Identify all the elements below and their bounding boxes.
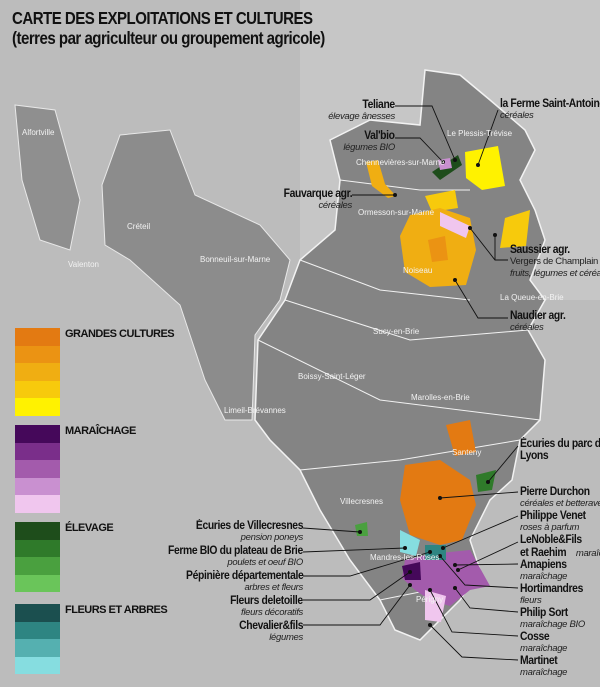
farm-label-valbio: Val'bio légumes BIO bbox=[343, 130, 395, 153]
title-line-2: (terres par agriculteur ou groupement ag… bbox=[12, 28, 325, 48]
farm-label-ferme-bio: Ferme BIO du plateau de Brie poulets et o… bbox=[168, 545, 303, 568]
farm-label-cosse: Cosse maraîchage bbox=[520, 631, 568, 654]
town-label: Santeny bbox=[452, 448, 482, 457]
farm-label-martinet: Martinet maraîchage bbox=[520, 655, 568, 678]
parcel-ferme-saint-antoine bbox=[465, 146, 505, 190]
legend-swatch bbox=[15, 522, 60, 540]
legend-swatch bbox=[15, 574, 60, 592]
legend-swatches-grandes-cultures bbox=[15, 328, 60, 416]
town-label: Marolles-en-Brie bbox=[411, 393, 470, 402]
town-label: Sucy-en-Brie bbox=[373, 327, 420, 336]
legend-swatch bbox=[15, 425, 60, 443]
parcel-pierre-durchon bbox=[400, 460, 476, 545]
farm-label-hortimandres: Hortimandres fleurs bbox=[520, 583, 583, 606]
farm-label-amapiens: Amapiens maraîchage bbox=[520, 559, 568, 582]
farm-label-philippe-venet: Philippe Venet roses à parfum bbox=[520, 510, 586, 533]
legend-swatch bbox=[15, 345, 60, 363]
farm-parcels bbox=[355, 146, 530, 622]
legend-swatch bbox=[15, 557, 60, 575]
legend-swatch bbox=[15, 380, 60, 398]
farm-label-saussier: Saussier agr. Vergers de Champlain fruits,… bbox=[510, 244, 600, 279]
leader-lines bbox=[302, 105, 519, 661]
area-alfortville bbox=[14, 104, 81, 251]
legend-swatches-fleurs-arbres bbox=[15, 604, 60, 674]
town-label: Mandres-les-Roses bbox=[370, 553, 440, 562]
legend-label-grandes-cultures: GRANDES CULTURES bbox=[65, 328, 175, 340]
farm-label-pepiniere: Pépinière départementale arbres et fleurs bbox=[185, 570, 304, 593]
parcel-naudier-dark bbox=[428, 236, 448, 262]
legend-label-fleurs-arbres: FLEURS ET ARBRES bbox=[65, 604, 168, 616]
town-label: Noiseau bbox=[403, 266, 433, 275]
farm-label-ferme-saint-antoine: la Ferme Saint-Antoine céréales bbox=[500, 98, 600, 121]
town-label: Chennevières-sur-Marne bbox=[356, 158, 445, 167]
farm-label-pierre-durchon: Pierre Durchon céréales et betteraves bbox=[520, 486, 600, 509]
area-creteil bbox=[101, 129, 291, 421]
legend-swatch bbox=[15, 495, 60, 513]
farm-label-ecuries-lyons: Écuries du parc desLyons bbox=[520, 438, 600, 462]
legend-label-maraichage: MARAÎCHAGE bbox=[65, 425, 136, 437]
legend-swatch bbox=[15, 639, 60, 657]
farm-label-fleurs-deletoille: Fleurs deletoille fleurs décoratifs bbox=[230, 595, 303, 618]
town-label: La Queue-en-Brie bbox=[500, 293, 564, 302]
town-label: Périgny bbox=[416, 595, 444, 604]
town-label: Villecresnes bbox=[340, 497, 383, 506]
legend-swatch bbox=[15, 656, 60, 674]
legend-swatch bbox=[15, 621, 60, 639]
legend-swatches-maraichage bbox=[15, 425, 60, 513]
legend-swatch bbox=[15, 363, 60, 381]
parcel-yellow-north bbox=[425, 190, 458, 212]
legend-swatch bbox=[15, 328, 60, 346]
map-title: CARTE DES EXPLOITATIONS ET CULTURES (ter… bbox=[12, 8, 325, 48]
legend-swatch bbox=[15, 398, 60, 416]
parcel-martinet bbox=[425, 590, 446, 622]
farm-label-chevalier: Chevalier&fils légumes bbox=[239, 620, 303, 643]
parcel-ecuries-lyons bbox=[476, 470, 496, 492]
town-label: Bonneuil-sur-Marne bbox=[200, 255, 271, 264]
town-label: Alfortville bbox=[22, 128, 55, 137]
title-line-1: CARTE DES EXPLOITATIONS ET CULTURES bbox=[12, 8, 313, 28]
town-label: Valenton bbox=[68, 260, 99, 269]
farm-label-ecuries-villecresnes: Écuries de Villecresnes pension poneys bbox=[195, 520, 304, 543]
location-dots bbox=[358, 158, 497, 627]
town-label: Limeil-Brévannes bbox=[224, 406, 286, 415]
town-label: Ormesson-sur-Marne bbox=[358, 208, 435, 217]
parcel-maraichage bbox=[402, 550, 490, 606]
town-label: Le Plessis-Trévise bbox=[447, 129, 513, 138]
farm-label-naudier: Naudier agr. céréales bbox=[510, 310, 566, 333]
parcel-saussier bbox=[440, 212, 470, 238]
legend-swatches-elevage bbox=[15, 522, 60, 592]
legend-label-elevage: ÉLEVAGE bbox=[65, 522, 114, 534]
farm-label-philip-sort: Philip Sort maraîchage BIO bbox=[520, 607, 585, 630]
legend-swatch bbox=[15, 460, 60, 478]
parcel-fauvarque bbox=[366, 160, 396, 198]
commune-borders bbox=[257, 179, 541, 601]
legend-swatch bbox=[15, 539, 60, 557]
legend-swatch bbox=[15, 442, 60, 460]
parcel-yellow-east bbox=[500, 210, 530, 248]
parcel-santeny bbox=[446, 420, 476, 456]
farm-label-fauvarque: Fauvarque agr. céréales bbox=[283, 188, 352, 211]
town-label: Boissy-Saint-Léger bbox=[298, 372, 366, 381]
town-label: Créteil bbox=[127, 222, 151, 231]
farm-label-teliane: Teliane élevage ânesses bbox=[328, 99, 395, 122]
legend-swatch bbox=[15, 604, 60, 622]
legend-swatch bbox=[15, 477, 60, 495]
